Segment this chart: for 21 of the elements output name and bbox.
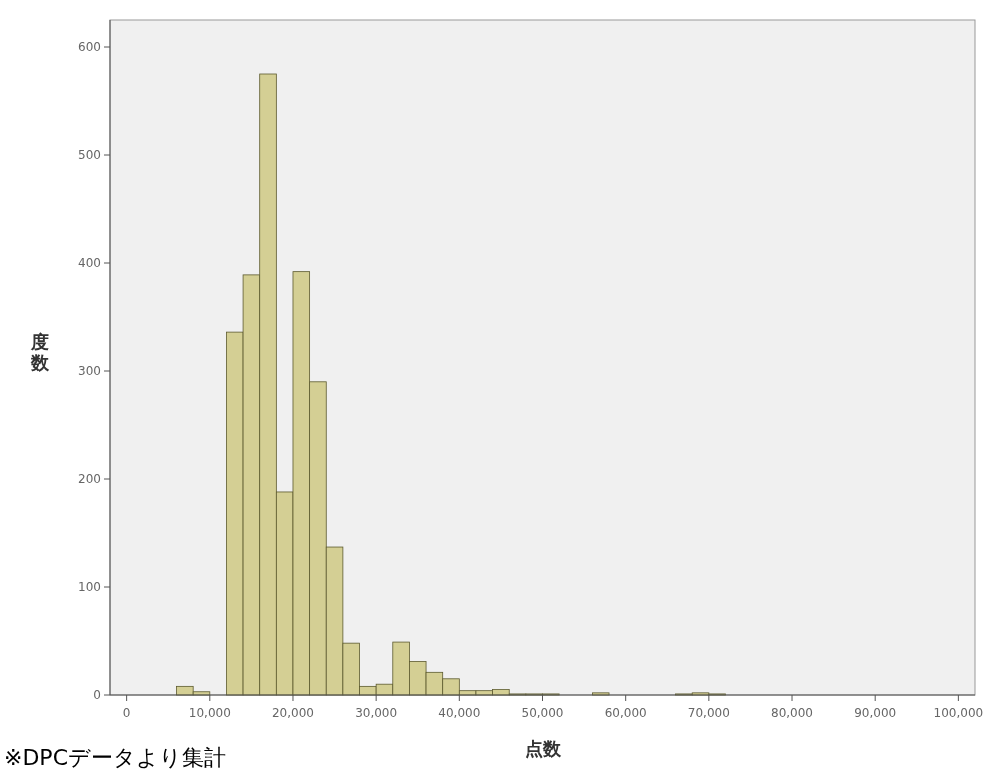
x-tick-label: 40,000 bbox=[438, 706, 481, 720]
x-axis-title: 点数 bbox=[524, 738, 562, 759]
x-tick-label: 10,000 bbox=[188, 706, 231, 720]
x-tick-label: 60,000 bbox=[604, 706, 647, 720]
x-tick-label: 90,000 bbox=[854, 706, 897, 720]
y-axis-title: 度数 bbox=[30, 330, 50, 373]
x-tick-label: 20,000 bbox=[271, 706, 314, 720]
y-tick-label: 200 bbox=[78, 472, 101, 487]
y-tick-label: 500 bbox=[78, 148, 101, 163]
y-tick-label: 0 bbox=[93, 688, 101, 703]
x-tick-label: 30,000 bbox=[355, 706, 398, 720]
y-tick-label: 600 bbox=[78, 40, 101, 55]
y-tick-label: 100 bbox=[78, 580, 101, 595]
x-tick-label: 0 bbox=[122, 706, 131, 720]
y-tick-label: 400 bbox=[78, 256, 101, 271]
text: ※DPCデータより集計 bbox=[4, 745, 227, 770]
x-tick-label: 50,000 bbox=[521, 706, 564, 720]
x-tick-label: 80,000 bbox=[771, 706, 814, 720]
x-tick-label: 100,000 bbox=[933, 706, 984, 720]
y-tick-label: 300 bbox=[78, 364, 101, 379]
x-tick-label: 70,000 bbox=[687, 706, 730, 720]
